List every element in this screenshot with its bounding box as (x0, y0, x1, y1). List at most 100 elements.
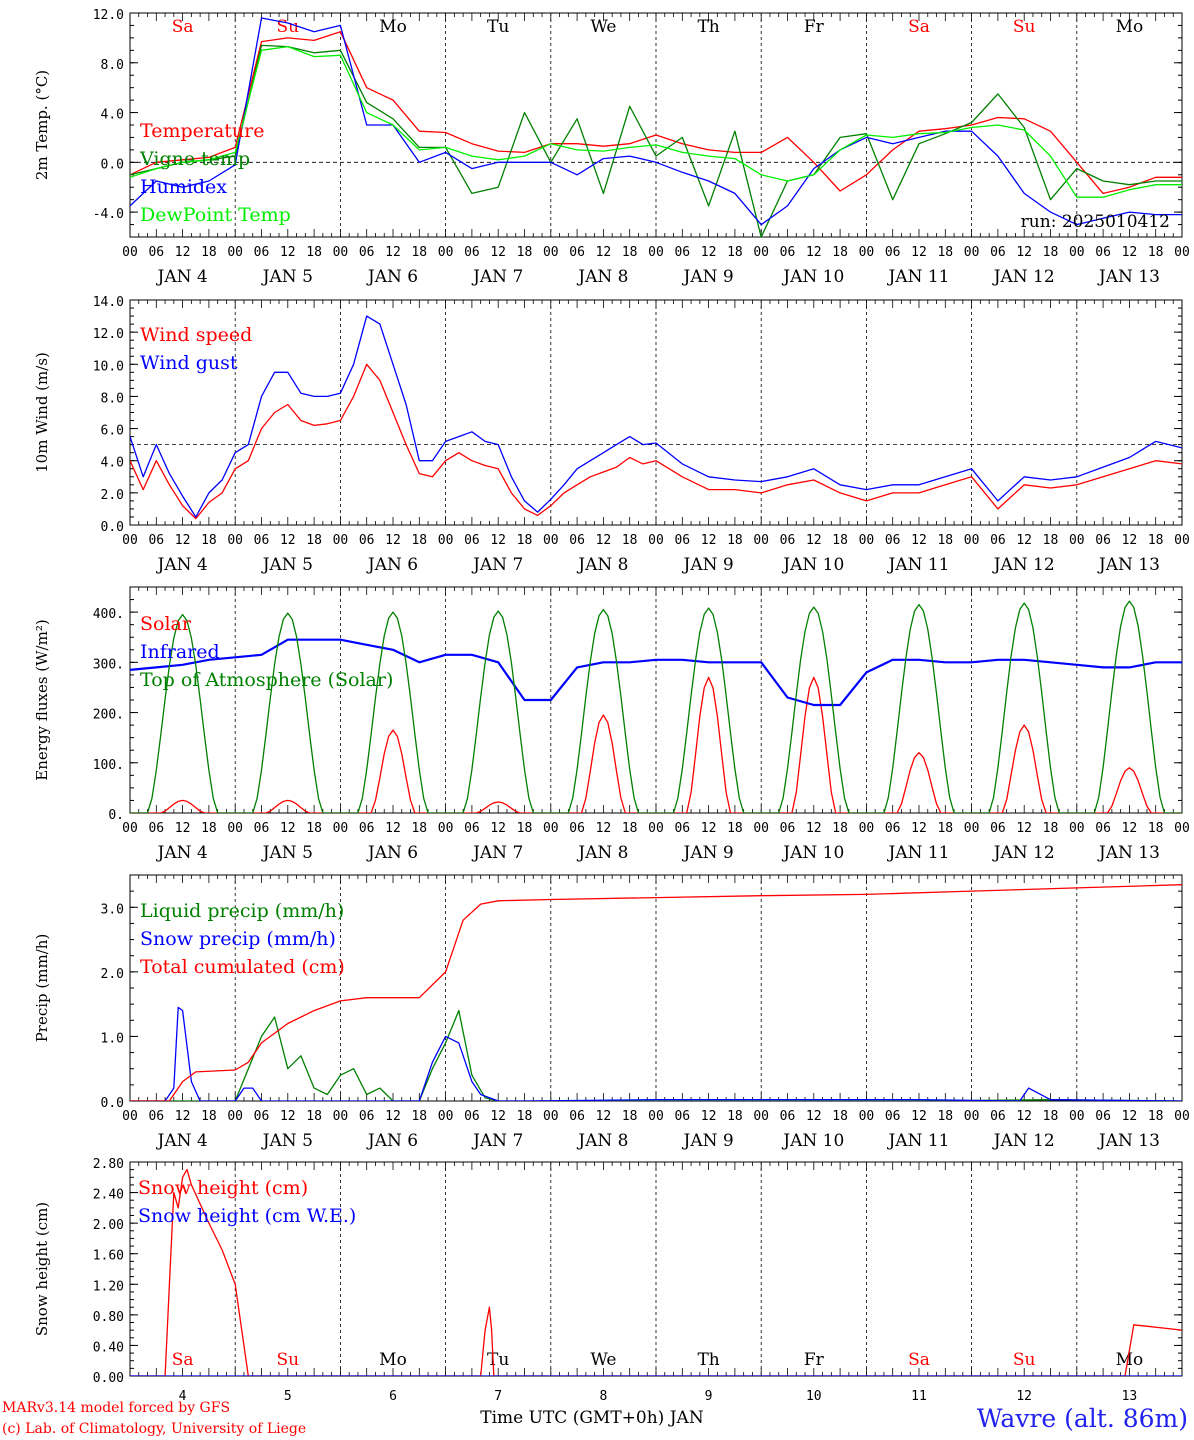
hour-tick-label: 00 (1174, 533, 1190, 548)
y-tick-label: 4.0 (101, 456, 124, 471)
weekday-label: Mo (379, 1350, 407, 1370)
series-line-total-cumulated-cm- (130, 884, 1182, 1101)
panel-snow: 2.80 2.40 2.00 1.60 1.20 0.80 0.40 0.00 Snow hei… (33, 1157, 1183, 1404)
hour-tick-label: 18 (1148, 245, 1164, 260)
y-tick-label: 12.0 (93, 8, 124, 23)
hour-tick-label: 18 (306, 533, 322, 548)
series-line-wind-speed (130, 363, 1182, 520)
hour-tick-label: 18 (937, 821, 953, 836)
hour-tick-label: 18 (1043, 245, 1059, 260)
date-label: JAN 11 (886, 843, 949, 863)
hour-tick-label: 00 (1174, 245, 1190, 260)
hour-tick-label: 18 (306, 1109, 322, 1124)
legend-entry: Top of Atmosphere (Solar) (140, 669, 393, 691)
hour-tick-label: 06 (569, 1109, 585, 1124)
hour-tick-label: 12 (911, 1109, 927, 1124)
series-line-snow-precip-mm-h- (130, 1006, 1182, 1101)
hour-tick-label: 00 (122, 1109, 138, 1124)
y-tick-label: 200. (93, 708, 124, 723)
hour-tick-label: 12 (280, 533, 296, 548)
date-label: JAN 4 (156, 267, 208, 287)
hour-tick-label: 18 (1148, 1109, 1164, 1124)
date-label: JAN 13 (1097, 843, 1160, 863)
hour-tick-label: 00 (543, 245, 559, 260)
hour-tick-label: 12 (385, 821, 401, 836)
hour-tick-label: 00 (438, 245, 454, 260)
hour-tick-label: 12 (1016, 821, 1032, 836)
hour-tick-label: 12 (806, 1109, 822, 1124)
date-label: JAN 12 (992, 843, 1055, 863)
hour-tick-label: 00 (543, 1109, 559, 1124)
weekday-label: Th (697, 17, 719, 37)
hour-tick-label: 06 (885, 1109, 901, 1124)
hour-tick-label: 06 (885, 245, 901, 260)
hour-tick-label: 18 (517, 533, 533, 548)
series-group (130, 884, 1182, 1101)
hour-tick-label: 06 (1095, 245, 1111, 260)
weekday-label: Su (1013, 17, 1036, 37)
y-axis-label: Energy fluxes (W/m²) (33, 619, 51, 780)
hour-tick-label: 00 (543, 821, 559, 836)
hour-tick-label: 18 (832, 1109, 848, 1124)
station-name: Wavre (alt. 86m) (977, 1404, 1188, 1433)
hour-tick-label: 00 (227, 245, 243, 260)
hour-tick-label: 06 (464, 533, 480, 548)
date-label: JAN 4 (156, 1131, 208, 1151)
date-label: JAN 6 (366, 555, 418, 575)
weekday-label: Th (697, 1350, 719, 1370)
hour-tick-label: 12 (490, 1109, 506, 1124)
hour-tick-label: 06 (674, 821, 690, 836)
y-tick-label: 2.0 (101, 967, 124, 982)
y-tick-label: 3.0 (101, 902, 124, 917)
day-number-label: 4 (179, 1389, 187, 1404)
hour-tick-label: 00 (859, 821, 875, 836)
date-label: JAN 12 (992, 267, 1055, 287)
hour-tick-label: 06 (569, 533, 585, 548)
hour-tick-label: 12 (701, 1109, 717, 1124)
hour-tick-label: 18 (201, 245, 217, 260)
hour-tick-label: 06 (780, 821, 796, 836)
hour-tick-label: 06 (1095, 1109, 1111, 1124)
hour-tick-label: 12 (701, 821, 717, 836)
hour-tick-label: 06 (674, 245, 690, 260)
hour-tick-label: 00 (438, 821, 454, 836)
hour-tick-label: 06 (359, 245, 375, 260)
hour-tick-label: 18 (1043, 821, 1059, 836)
legend-entry: Vigne temp (139, 148, 250, 170)
date-label: JAN 8 (576, 267, 628, 287)
date-label: JAN 11 (886, 267, 949, 287)
hour-tick-label: 00 (333, 533, 349, 548)
hour-tick-label: 06 (990, 245, 1006, 260)
hour-tick-label: 00 (122, 533, 138, 548)
y-tick-label: 2.80 (93, 1157, 124, 1172)
hour-tick-label: 18 (201, 533, 217, 548)
hour-tick-label: 06 (990, 821, 1006, 836)
day-number-label: 6 (389, 1389, 397, 1404)
hour-tick-label: 12 (806, 533, 822, 548)
weekday-label: We (590, 1350, 616, 1370)
y-tick-label: 2.40 (93, 1188, 124, 1203)
legend-entry: Humidex (140, 176, 227, 198)
hour-tick-label: 12 (385, 245, 401, 260)
hour-tick-label: 18 (411, 245, 427, 260)
y-tick-label: -4.0 (93, 207, 124, 222)
date-label: JAN 13 (1097, 1131, 1160, 1151)
legend-entry: Snow height (cm W.E.) (138, 1205, 356, 1227)
y-tick-label: 0.0 (101, 1096, 124, 1111)
hour-tick-label: 18 (937, 245, 953, 260)
y-tick-label: 1.20 (93, 1279, 124, 1294)
hour-tick-label: 00 (859, 533, 875, 548)
panel-temp: 12.0 8.0 4.0 0.0 -4.0 2m Temp. (°C) 00 06 12 18 JA… (33, 8, 1190, 287)
hour-tick-label: 18 (622, 821, 638, 836)
day-number-label: 12 (1016, 1389, 1032, 1404)
hour-tick-label: 12 (490, 533, 506, 548)
y-tick-label: 400. (93, 607, 124, 622)
day-number-label: 7 (494, 1389, 502, 1404)
date-label: JAN 13 (1097, 555, 1160, 575)
date-label: JAN 8 (576, 843, 628, 863)
hour-tick-label: 06 (148, 245, 164, 260)
hour-tick-label: 18 (832, 821, 848, 836)
hour-tick-label: 06 (990, 1109, 1006, 1124)
hour-tick-label: 00 (753, 821, 769, 836)
hour-tick-label: 12 (1122, 245, 1138, 260)
